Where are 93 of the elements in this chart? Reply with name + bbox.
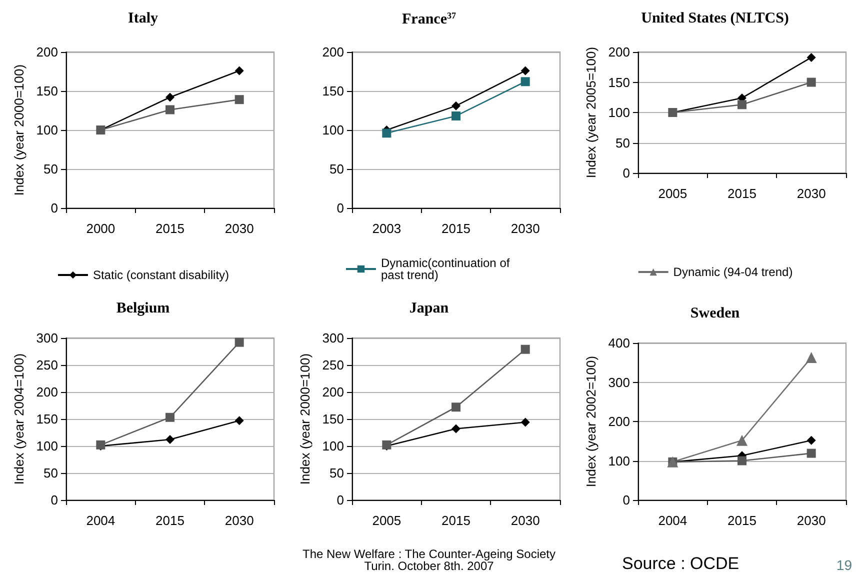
- point: [166, 92, 174, 102]
- y-tick-label: 300: [36, 330, 58, 346]
- point: [234, 416, 244, 426]
- point: [234, 95, 244, 104]
- y-tick-label: 0: [622, 492, 630, 508]
- point: [452, 101, 460, 110]
- x-tick-label: 2005: [372, 513, 402, 528]
- y-tick-label: 250: [322, 358, 344, 372]
- y-tick-label: 0: [50, 492, 58, 508]
- point: [520, 66, 530, 76]
- y-axis-title: Index (year 2000=100): [11, 64, 26, 196]
- y-tick-label: 400: [608, 336, 630, 350]
- x-tick-label: 2015: [728, 513, 756, 528]
- y-axis-title: Index (year 2005=100): [583, 46, 598, 178]
- chart-title: United States (NLTCS): [641, 10, 789, 26]
- point: [806, 448, 816, 458]
- y-tick-label: 100: [322, 122, 344, 138]
- point: [520, 77, 530, 86]
- point: [736, 434, 748, 446]
- y-tick-label: 150: [36, 84, 58, 98]
- point: [806, 52, 816, 62]
- y-tick-label: 300: [608, 374, 630, 390]
- x-tick-label: 2003: [372, 221, 402, 236]
- text: 19: [836, 557, 852, 573]
- y-tick-label: 200: [36, 44, 58, 60]
- x-tick-label: 2015: [442, 513, 470, 528]
- y-tick-label: 50: [44, 162, 58, 176]
- point: [234, 66, 244, 76]
- y-tick-label: 50: [330, 466, 344, 480]
- y-tick-label: 200: [608, 44, 630, 60]
- x-tick-label: 2015: [156, 513, 184, 528]
- x-tick-label: 2015: [442, 221, 470, 236]
- point: [806, 436, 816, 445]
- point: [166, 435, 174, 444]
- x-tick-label: 2030: [796, 186, 826, 201]
- y-tick-label: 100: [36, 438, 58, 454]
- y-tick-label: 50: [616, 135, 630, 150]
- chart-title: Italy: [128, 10, 158, 26]
- legend-label: Dynamic (94-04 trend): [673, 265, 793, 279]
- x-tick-label: 2030: [796, 513, 826, 528]
- x-tick-label: 2030: [510, 221, 540, 236]
- y-axis-title: Index (year 2002=100): [583, 356, 598, 488]
- x-tick-label: 2004: [86, 513, 116, 528]
- y-axis-title: Index (year 2000=100): [297, 353, 312, 485]
- y-tick-label: 0: [622, 166, 630, 180]
- x-tick-label: 2030: [224, 221, 254, 236]
- y-tick-label: 200: [322, 44, 344, 60]
- legend-label: Dynamic(continuation of past trend): [380, 256, 514, 282]
- x-tick-label: 2004: [658, 513, 688, 528]
- y-tick-label: 50: [330, 162, 344, 176]
- y-tick-label: 100: [608, 453, 630, 468]
- y-tick-label: 0: [336, 200, 344, 216]
- y-tick-label: 200: [322, 384, 344, 400]
- chart-title: Japan: [409, 300, 450, 316]
- point: [452, 402, 460, 412]
- point: [806, 352, 817, 364]
- y-tick-label: 150: [608, 74, 630, 90]
- y-tick-label: 150: [36, 412, 58, 426]
- x-tick-label: 2000: [86, 221, 116, 236]
- y-tick-label: 0: [336, 492, 344, 508]
- point: [452, 111, 460, 120]
- y-tick-label: 100: [36, 122, 58, 138]
- point: [452, 424, 460, 434]
- x-tick-label: 2005: [658, 186, 688, 201]
- x-tick-label: 2030: [224, 513, 254, 528]
- y-tick-label: 150: [322, 412, 344, 426]
- chart-title: Sweden: [690, 306, 740, 322]
- legend-label: Static (constant disability): [92, 268, 230, 282]
- chart-title: Belgium: [116, 300, 170, 316]
- point: [738, 456, 746, 466]
- point: [738, 100, 746, 110]
- point: [166, 105, 174, 114]
- x-tick-label: 2030: [510, 513, 540, 528]
- point: [234, 338, 244, 347]
- y-tick-label: 200: [608, 414, 630, 429]
- y-tick-label: 50: [44, 466, 58, 480]
- point: [806, 78, 816, 87]
- y-tick-label: 150: [322, 84, 344, 98]
- text: The New Welfare : The Counter-Ageing Society Turin. October 8th. 2007: [302, 547, 556, 573]
- point: [520, 418, 530, 427]
- x-tick-label: 2015: [156, 221, 184, 236]
- y-tick-label: 200: [36, 384, 58, 400]
- source-note: Source : OCDE: [622, 554, 740, 573]
- point: [166, 412, 174, 422]
- y-tick-label: 0: [50, 200, 58, 216]
- y-tick-label: 100: [608, 105, 630, 120]
- point: [382, 128, 392, 138]
- x-tick-label: 2015: [728, 186, 756, 201]
- y-tick-label: 250: [36, 358, 58, 372]
- point: [520, 344, 530, 354]
- y-tick-label: 100: [322, 438, 344, 454]
- y-axis-title: Index (year 2004=100): [11, 353, 26, 485]
- y-tick-label: 300: [322, 330, 344, 346]
